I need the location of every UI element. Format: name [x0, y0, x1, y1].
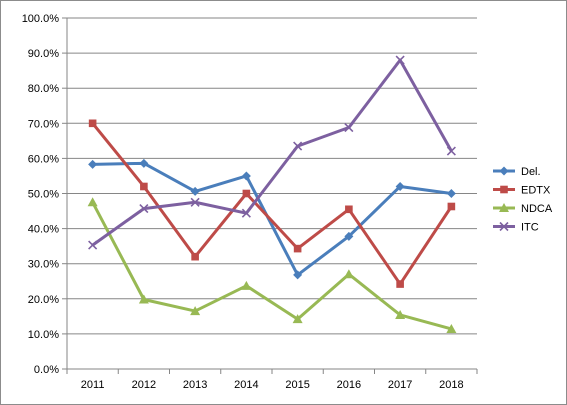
data-point-ndca	[190, 306, 201, 316]
data-point-del	[293, 270, 303, 280]
data-point-ndca	[446, 323, 457, 333]
y-tick-label: 0.0%	[34, 364, 59, 376]
data-point-ndca	[138, 294, 149, 304]
x-tick-label: 2014	[234, 379, 258, 391]
legend-item-itc: ITC	[493, 222, 539, 234]
series-line-edtx	[91, 122, 453, 286]
legend-item-ndca: NDCA	[493, 203, 553, 215]
legend-item-edtx: EDTX	[493, 185, 551, 197]
series-markers	[87, 55, 457, 333]
legend-item-del: Del.	[493, 166, 541, 178]
series-lines	[91, 58, 453, 331]
y-axis-tick-labels: 0.0% 10.0% 20.0% 30.0% 40.0% 50.0% 60.0% 70.0% 8…	[22, 13, 60, 376]
x-tick-label: 2018	[439, 379, 463, 391]
y-tick-label: 10.0%	[28, 329, 59, 341]
data-point-del	[241, 171, 251, 181]
y-tick-label: 80.0%	[28, 83, 59, 95]
series-line-itc	[91, 58, 453, 247]
legend-label: NDCA	[521, 203, 553, 215]
x-marker-stroke	[499, 221, 509, 232]
axes	[62, 17, 478, 374]
data-point-ndca	[395, 309, 406, 319]
data-point-itc	[395, 55, 405, 65]
data-point-edtx	[396, 280, 404, 288]
x-tick-label: 2016	[337, 379, 361, 391]
data-point-ndca	[87, 197, 98, 207]
data-point-itc	[190, 197, 200, 207]
gridlines	[67, 17, 477, 370]
data-point-itc	[446, 146, 456, 156]
legend-label: ITC	[521, 222, 539, 234]
data-point-ndca	[241, 280, 252, 290]
x-tick-label: 2017	[388, 379, 412, 391]
x-marker-stroke	[446, 146, 456, 156]
data-point-del	[395, 181, 405, 191]
x-tick-label: 2013	[183, 379, 207, 391]
x-marker-stroke	[190, 197, 200, 207]
data-point-del	[139, 158, 149, 168]
x-marker-stroke	[293, 141, 303, 151]
y-tick-label: 60.0%	[28, 153, 59, 165]
y-tick-label: 40.0%	[28, 224, 59, 236]
x-marker-stroke	[344, 122, 354, 133]
x-marker-stroke	[139, 204, 149, 214]
x-tick-label: 2015	[285, 379, 309, 391]
data-point-ndca	[343, 269, 354, 279]
data-point-itc	[293, 141, 303, 151]
legend-swatch-marker	[500, 185, 508, 194]
data-point-itc	[139, 204, 149, 214]
legend: Del. EDTX NDCA ITC	[493, 166, 553, 234]
data-point-del	[88, 159, 98, 169]
data-point-ndca	[292, 314, 303, 324]
data-point-edtx	[88, 119, 97, 128]
data-point-edtx	[293, 244, 302, 253]
data-point-edtx	[242, 189, 251, 198]
x-tick-label: 2012	[132, 379, 156, 391]
legend-swatch-marker	[499, 221, 509, 232]
data-point-itc	[241, 208, 251, 218]
y-tick-label: 70.0%	[28, 118, 59, 130]
legend-swatch-marker	[499, 203, 509, 212]
x-marker-stroke	[88, 240, 98, 250]
y-tick-label: 50.0%	[28, 189, 59, 201]
y-tick-label: 90.0%	[28, 48, 59, 60]
series-line-del	[92, 161, 452, 277]
y-tick-label: 20.0%	[28, 294, 59, 306]
data-point-edtx	[191, 252, 199, 261]
data-point-del	[446, 189, 456, 198]
legend-swatch-marker	[499, 166, 509, 176]
data-point-edtx	[345, 205, 353, 214]
data-point-itc	[344, 122, 354, 133]
legend-label: Del.	[521, 166, 541, 178]
x-marker-stroke	[241, 208, 251, 218]
data-point-edtx	[140, 182, 148, 191]
data-point-itc	[88, 240, 98, 250]
x-marker-stroke	[395, 55, 405, 65]
data-point-del	[344, 231, 354, 241]
y-tick-label: 100.0%	[22, 13, 60, 25]
legend-label: EDTX	[521, 185, 551, 197]
data-point-edtx	[447, 202, 456, 211]
y-tick-label: 30.0%	[28, 259, 59, 271]
series-line-ndca	[91, 201, 452, 331]
x-tick-label: 2011	[81, 379, 105, 391]
x-axis-tick-labels: 2011 2012 2013 2014 2015 2016 2017 2018	[81, 379, 464, 391]
data-point-del	[190, 186, 200, 196]
